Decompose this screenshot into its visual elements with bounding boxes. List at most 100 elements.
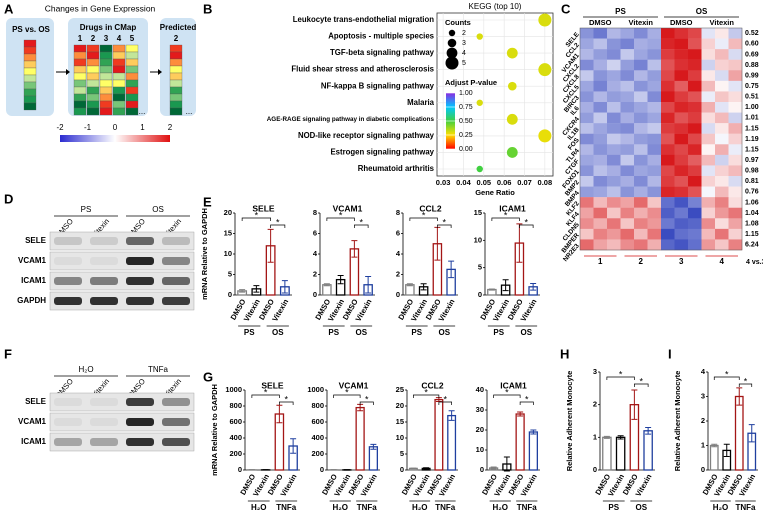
bar [405,284,415,296]
gene-cell [125,107,139,116]
heat-cell [634,102,648,113]
bar [434,398,444,471]
heat-cell [688,123,702,134]
gene-cell [112,44,126,53]
legend-dot [447,38,457,48]
heat-cell [634,165,648,177]
heat-cell [593,133,608,145]
heat-cell [647,70,662,82]
gene-cell [73,86,87,95]
y-tick-label: 800 [311,401,324,410]
heat-cell [674,59,689,71]
heat-cell [634,70,648,82]
heat-cell [580,28,594,39]
heat-cell [593,80,608,92]
protein-label: ICAM1 [21,276,46,285]
colorbar-tick-label: -2 [56,123,64,132]
x-axis-label: Gene Ratio [475,188,515,197]
blot-strip [49,412,195,432]
ratio-label: 0.98 [745,168,759,175]
gene-cell [125,100,139,109]
heat-cell [688,38,702,50]
heat-cell [607,133,621,145]
error-bar [517,411,524,417]
ratio-label: 1.15 [745,146,759,153]
ratio-label: 0.81 [745,178,759,185]
ratio-label: 1.15 [745,125,759,132]
heat-cell [728,123,743,134]
heat-cell [647,59,662,71]
group-label: PS [244,328,255,337]
drug-number: 3 [104,34,109,43]
heat-cell [715,38,729,50]
legend-label: 0.75 [459,104,473,111]
heat-cell [607,239,621,251]
gene-cell [169,58,183,67]
band [162,297,190,305]
gene-cell [112,86,126,95]
heat-cell [593,218,608,230]
group-label: OS [635,503,647,512]
colorbar-tick-label: 1 [140,123,145,132]
heat-cell [620,186,635,198]
gene-cell [23,39,37,48]
gene-cell [112,107,126,116]
panel-label: A [4,1,14,16]
group-label: TNFa [736,503,757,512]
heat-cell [620,239,635,251]
heat-cell [634,28,648,39]
y-tick-label: 2 [701,416,705,425]
significance-label: * [725,369,729,379]
heat-cell [715,91,729,103]
heat-cell [728,186,743,198]
heat-cell [634,38,648,50]
y-tick-label: 20 [224,208,232,217]
heat-cell [674,197,689,208]
heat-cell [728,91,743,103]
gene-cell [112,51,126,60]
significance-label: * [264,387,268,397]
band [126,277,154,285]
ratio-label: 0.99 [745,72,759,79]
heat-cell [715,165,729,177]
gene-cell [125,58,139,67]
heat-cell [728,80,743,92]
legend-dot [448,29,456,37]
heat-cell [674,218,689,230]
heat-cell [593,49,608,60]
heat-cell [620,49,635,60]
dot [538,129,552,143]
significance-bracket [326,217,355,221]
gene-cell [99,58,113,67]
y-tick-label: 5 [228,269,232,278]
gene-cell [23,74,37,83]
heat-cell [580,123,594,134]
error-bar [420,283,427,291]
gene-cell [169,72,183,81]
legend-label: 4 [462,50,466,57]
bar [709,444,719,471]
heat-cell [728,49,743,60]
heat-cell [661,59,675,71]
gene-cell [73,58,87,67]
significance-label: * [276,217,280,227]
heat-cell [661,239,675,251]
band [90,438,118,446]
heat-cell [715,49,729,60]
heat-cell [715,207,729,219]
predicted-label: Predicted [160,23,197,32]
group-label: OS [438,328,450,337]
heat-cell [715,176,729,187]
heat-cell [647,197,662,208]
heat-cell [674,38,689,50]
group-label: PS [411,328,422,337]
heat-cell [607,80,621,92]
heat-cell [647,239,662,251]
significance-bracket [279,401,294,405]
heat-cell [674,207,689,219]
heat-cell [661,133,675,145]
chart-title: SELE [252,203,275,213]
bar [322,284,332,296]
heat-cell [728,176,743,187]
